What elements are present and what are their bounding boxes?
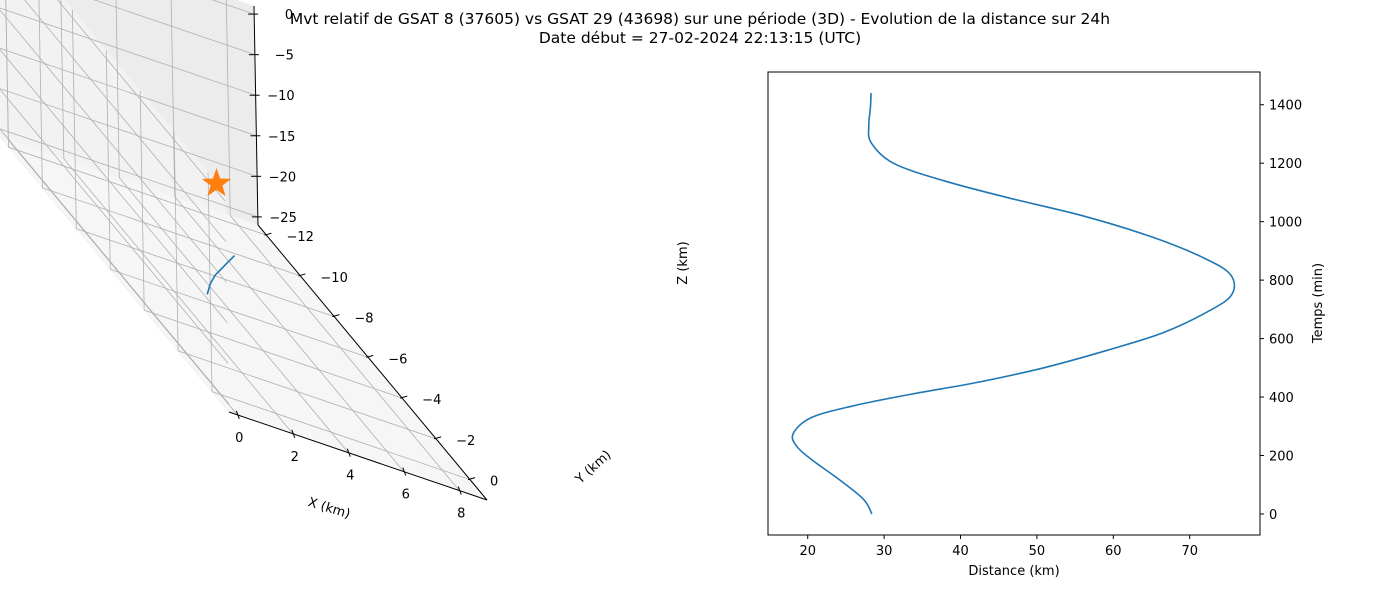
z-tick-label-3d: 0 (285, 8, 293, 23)
x-tick-3d (457, 486, 462, 495)
y-axis-label-3d: Y (km) (572, 448, 614, 488)
x-tick-label-3d: 6 (402, 488, 410, 503)
z-tick-label-3d: −20 (269, 170, 296, 185)
relative-track-line (206, 255, 236, 295)
grid-x-back (60, 0, 65, 159)
grid-z-back (0, 128, 258, 218)
y-tick-label-3d: −10 (320, 271, 347, 286)
x-tick-3d (402, 467, 407, 476)
grid-x-floor (8, 139, 238, 416)
x-axis-line-3d (228, 411, 488, 501)
figure-title-line1: Mvt relatif de GSAT 8 (37605) vs GSAT 29… (289, 10, 1111, 28)
x-tick-label-2d: 50 (1029, 544, 1046, 559)
z-tick-label-3d: −25 (269, 211, 296, 226)
y-tick-label-2d: 0 (1269, 508, 1277, 523)
y-tick-label-2d: 1200 (1269, 157, 1302, 172)
grid-x-floor (229, 215, 460, 491)
y-tick-label-2d: 1400 (1269, 99, 1302, 114)
z-tick-label-3d: −15 (268, 130, 295, 145)
x-tick-label-2d: 60 (1105, 544, 1122, 559)
z-tick-label-3d: −10 (267, 89, 294, 104)
plot-3d: 0 2 4 6 8 0 −2 −4 −6 −8 −10 −12 0 −5 −10 −15 −20 −25 X (k… (0, 0, 691, 522)
grid-z-back (0, 47, 257, 137)
x-tick-label-3d: 4 (346, 469, 354, 484)
y-tick-label-3d: −8 (354, 312, 373, 327)
y-tick-label-2d: 200 (1269, 449, 1294, 464)
x-tick-label-2d: 70 (1181, 544, 1198, 559)
grid-y-side (71, 9, 77, 229)
grid-y-floor (144, 309, 403, 399)
grid-y-side (38, 0, 43, 188)
y-tick-3d (264, 232, 272, 236)
grid-z-side (0, 9, 227, 283)
grid-y-side (207, 172, 213, 392)
grid-y-side (105, 50, 111, 270)
grid-y-side (173, 131, 179, 351)
grid-y-floor (211, 391, 471, 481)
y-tick-label-2d: 800 (1269, 274, 1294, 289)
z-tick-label-3d: −5 (275, 49, 294, 64)
z-axis-label-3d: Z (km) (676, 241, 691, 284)
grid-z-side (0, 88, 229, 364)
x-axis-label-2d: Distance (km) (968, 564, 1059, 579)
y-tick-label-2d: 400 (1269, 391, 1294, 406)
grid-x-floor (174, 196, 405, 472)
grid-z-side (0, 49, 228, 324)
y-tick-3d (400, 395, 408, 399)
x-tick-label-3d: 2 (291, 450, 299, 465)
x-tick-label-3d: 8 (457, 507, 465, 522)
x-tick-3d (346, 448, 351, 457)
grid-y-floor (42, 187, 301, 277)
y-tick-label-2d: 1000 (1269, 216, 1302, 231)
grid-z-back (0, 7, 256, 96)
grid-z-side (24, 0, 227, 242)
y-tick-label-3d: −2 (456, 434, 475, 449)
y-tick-label-3d: −12 (286, 230, 313, 245)
y-tick-3d (467, 477, 476, 481)
grid-y-floor (177, 350, 437, 440)
y-tick-3d (366, 354, 374, 358)
grid-x-back (115, 0, 120, 178)
grid-y-side (5, 0, 9, 148)
x-tick-3d (235, 410, 240, 420)
grid-y-floor (110, 269, 369, 358)
plot-2d-frame (767, 71, 1261, 536)
x-tick-3d (291, 429, 296, 438)
grid-z-side (0, 128, 230, 405)
x-axis-label-3d: X (km) (306, 495, 352, 522)
y-tick-label-3d: −6 (388, 352, 407, 367)
grid-z-side (57, 0, 226, 202)
y-tick-label-3d: −4 (422, 393, 441, 408)
plot-2d: 20 30 40 50 60 70 0 200 400 600 800 1000 1200 1400 Di… (767, 71, 1326, 579)
grid-x-floor (118, 177, 349, 453)
y-tick-3d (298, 273, 306, 277)
x-tick-label-2d: 20 (799, 544, 816, 559)
y-axis-line-3d (257, 224, 488, 501)
x-tick-label-2d: 30 (876, 544, 893, 559)
x-tick-label-2d: 40 (952, 544, 969, 559)
figure-title-line2: Date début = 27-02-2024 22:13:15 (UTC) (538, 29, 862, 47)
y-tick-label-3d: 0 (490, 475, 498, 490)
grid-z-back (0, 88, 258, 177)
grid-x-back (170, 0, 176, 197)
y-tick-label-2d: 600 (1269, 333, 1294, 348)
z-axis-line-3d (253, 5, 259, 226)
distance-curve-line (791, 92, 1236, 515)
grid-y-floor (76, 228, 335, 318)
y-tick-3d (332, 314, 340, 318)
grid-x-floor (63, 158, 294, 435)
origin-star-marker (201, 168, 232, 197)
y-axis-label-2d: Temps (min) (1311, 263, 1326, 344)
grid-y-floor (8, 146, 267, 236)
grid-y-side (139, 91, 145, 311)
grid-z-back (93, 0, 256, 56)
x-tick-label-3d: 0 (235, 431, 243, 446)
y-tick-3d (433, 436, 442, 440)
